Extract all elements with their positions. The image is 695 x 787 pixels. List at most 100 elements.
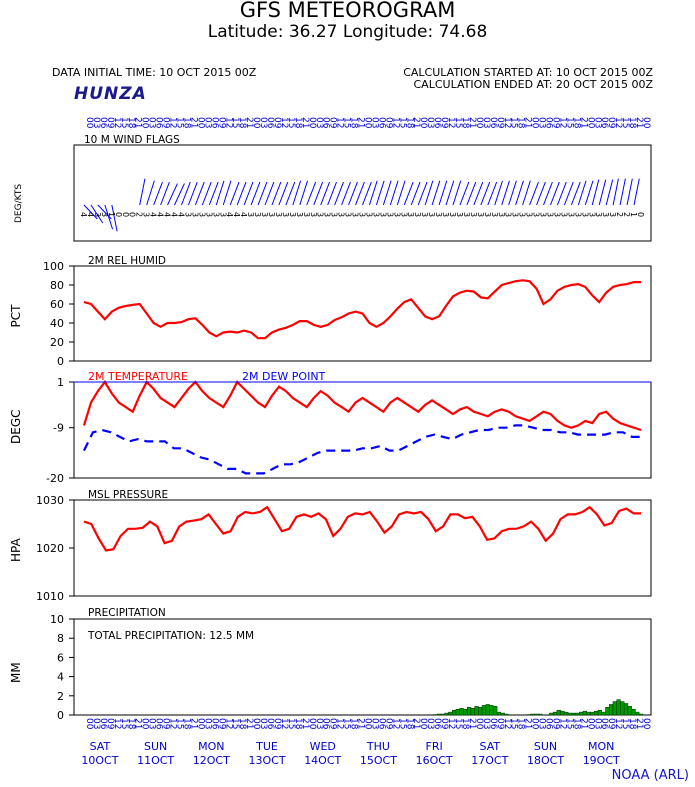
bottom-hour-label: 15 bbox=[119, 718, 129, 729]
top-hour-label: 00 bbox=[418, 117, 428, 129]
precip-bar bbox=[459, 708, 464, 716]
wind-speed-label: 3 bbox=[288, 212, 297, 217]
wind-barb bbox=[222, 180, 232, 206]
bottom-hour-label: 09 bbox=[383, 718, 393, 730]
bottom-hour-label: 06 bbox=[599, 718, 609, 730]
wind-barb bbox=[459, 181, 470, 206]
bottom-hour-label: 00 bbox=[418, 718, 428, 730]
pressure-panel-ytick-label: 1020 bbox=[36, 542, 64, 555]
bottom-hour-label: 03 bbox=[537, 718, 547, 729]
wind-barb bbox=[570, 181, 581, 206]
wind-speed-label: 3 bbox=[378, 212, 387, 217]
bottom-hour-label: 00 bbox=[641, 718, 651, 730]
wind-speed-label: 4 bbox=[232, 212, 241, 217]
wind-barb bbox=[466, 181, 477, 206]
bottom-hour-label: 06 bbox=[209, 718, 219, 730]
precip-bar bbox=[571, 712, 576, 716]
top-hour-label: 00 bbox=[363, 117, 373, 129]
pressure-panel-panel-label: MSL PRESSURE bbox=[88, 489, 168, 501]
wind-barb bbox=[264, 181, 275, 206]
top-hour-label: 12 bbox=[446, 117, 456, 128]
bottom-hour-label: 15 bbox=[342, 718, 352, 729]
wind-speed-label: 3 bbox=[427, 212, 436, 217]
day-label: SAT bbox=[90, 740, 111, 753]
wind-barb bbox=[334, 181, 344, 206]
wind-speed-label: 3 bbox=[469, 212, 478, 217]
precip-ytick-label: 8 bbox=[57, 632, 64, 645]
wind-speed-label: 3 bbox=[545, 212, 554, 217]
wind-barb bbox=[348, 181, 358, 206]
temp-panel-series-line bbox=[82, 380, 642, 432]
top-hour-label: 03 bbox=[537, 117, 547, 128]
credit: NOAA (ARL) bbox=[611, 768, 689, 783]
wind-speed-label: 3 bbox=[573, 212, 582, 217]
precip-bar bbox=[560, 710, 565, 716]
wind-speed-label: 3 bbox=[197, 212, 206, 217]
wind-barb bbox=[375, 180, 385, 206]
wind-speed-label: 3 bbox=[364, 212, 373, 217]
wind-barb bbox=[550, 181, 560, 206]
wind-speed-label: 4 bbox=[156, 212, 165, 217]
wind-speed-label: 3 bbox=[190, 212, 199, 217]
wind-speed-label: 3 bbox=[601, 212, 610, 217]
wind-speed-label: 3 bbox=[309, 212, 318, 217]
wind-speed-label: 2 bbox=[615, 212, 624, 217]
precip-bar bbox=[437, 713, 442, 716]
wind-barb bbox=[355, 181, 365, 206]
wind-speed-label: 4 bbox=[86, 212, 95, 217]
wind-speed-label: 3 bbox=[330, 212, 339, 217]
station-name: HUNZA bbox=[74, 84, 147, 104]
wind-speed-label: 3 bbox=[204, 212, 213, 217]
top-hour-label: 21 bbox=[133, 117, 143, 128]
wind-barb bbox=[201, 181, 212, 206]
wind-barb bbox=[403, 181, 414, 206]
top-hour-label: 03 bbox=[91, 117, 101, 128]
top-hour-label: 00 bbox=[195, 117, 205, 129]
wind-barb bbox=[208, 181, 219, 206]
top-hour-label: 21 bbox=[634, 117, 644, 128]
bottom-hour-label: 18 bbox=[293, 718, 303, 730]
top-hour-label: 21 bbox=[188, 117, 198, 128]
precip-bar bbox=[552, 711, 558, 716]
wind-y-label: DEG/KTS bbox=[14, 184, 24, 223]
wind-speed-label: 3 bbox=[518, 212, 527, 217]
bottom-hour-label: 03 bbox=[202, 718, 212, 729]
wind-barb bbox=[90, 204, 104, 224]
precip-bar bbox=[564, 711, 569, 716]
precip-bar bbox=[579, 711, 584, 716]
wind-barb bbox=[236, 181, 247, 206]
top-hour-label: 09 bbox=[383, 117, 393, 129]
wind-barb bbox=[445, 180, 455, 206]
wind-speed-label: 3 bbox=[316, 212, 325, 217]
precip-bar bbox=[556, 709, 561, 716]
precip-bar bbox=[638, 713, 644, 716]
bottom-hour-label: 18 bbox=[571, 718, 581, 730]
bottom-hour-label: 06 bbox=[98, 718, 108, 730]
wind-barb bbox=[598, 179, 607, 206]
bottom-hour-label: 12 bbox=[446, 718, 456, 729]
top-hour-label: 18 bbox=[181, 117, 191, 129]
wind-panel-frame bbox=[73, 144, 652, 242]
wind-speed-label: 3 bbox=[371, 212, 380, 217]
wind-speed-label: 3 bbox=[358, 212, 367, 217]
top-hour-label: 06 bbox=[98, 117, 108, 129]
top-hour-label: 00 bbox=[140, 117, 150, 129]
wind-barb bbox=[563, 181, 574, 206]
wind-barb bbox=[410, 181, 421, 206]
wind-barb bbox=[181, 181, 191, 206]
wind-speed-label: 3 bbox=[608, 212, 617, 217]
wind-speed-label: 3 bbox=[344, 212, 353, 217]
wind-barb bbox=[194, 181, 205, 206]
top-hour-label: 06 bbox=[154, 117, 164, 129]
top-hour-label: 18 bbox=[516, 117, 526, 129]
day-label: THU bbox=[366, 740, 390, 753]
precip-ytick-label: 0 bbox=[57, 709, 64, 722]
bottom-hour-label: 21 bbox=[467, 718, 477, 729]
humidity-panel-frame bbox=[73, 265, 652, 362]
precip-bar bbox=[474, 706, 479, 716]
bottom-hour-label: 18 bbox=[349, 718, 359, 730]
wind-barb bbox=[153, 181, 163, 206]
bottom-hour-label: 18 bbox=[627, 718, 637, 730]
wind-barb bbox=[591, 179, 600, 206]
wind-barb bbox=[313, 181, 324, 206]
